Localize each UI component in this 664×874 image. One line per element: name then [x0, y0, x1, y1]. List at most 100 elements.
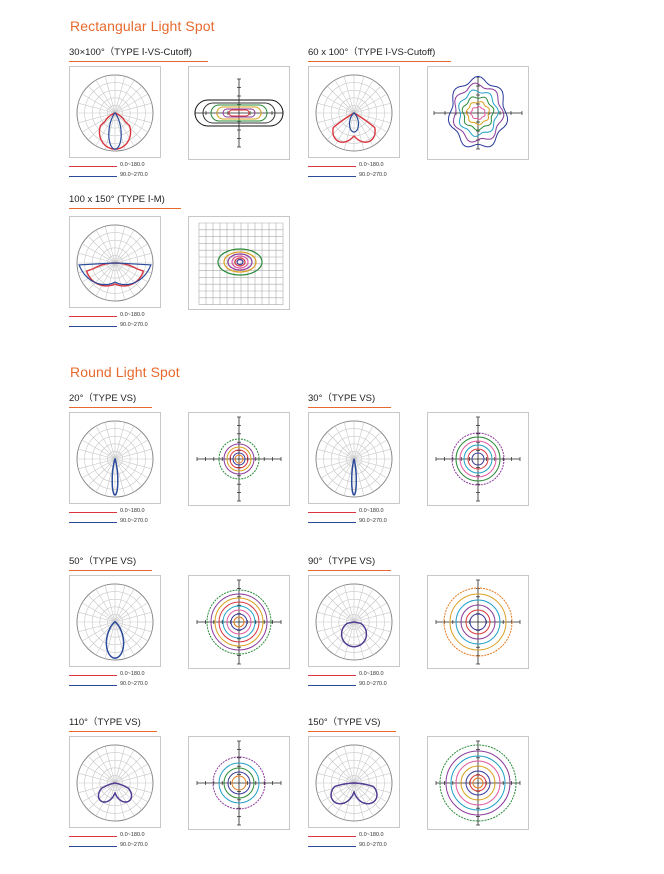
polar-curve-diagram	[76, 744, 154, 822]
legend: 0.0~180.0 90.0~270.0	[69, 832, 179, 852]
isolux-diagram	[196, 740, 282, 826]
iso-contour	[216, 106, 262, 120]
polar-grid-spoke	[353, 93, 388, 114]
curve-90-270	[351, 458, 357, 496]
polar-grid-spoke	[114, 458, 143, 487]
polar-grid-spoke	[114, 112, 126, 150]
legend-swatch	[308, 166, 356, 167]
polar-grid-spoke	[353, 782, 391, 794]
legend-text: 90.0~270.0	[359, 172, 387, 178]
polar-grid-spoke	[353, 621, 365, 659]
polar-grid-spoke	[353, 431, 382, 460]
legend-swatch	[69, 316, 117, 317]
polar-grid-spoke	[326, 431, 355, 460]
block-label: 90°（TYPE VS)	[308, 553, 392, 571]
iso-contour	[217, 248, 263, 276]
polar-grid-spoke	[114, 85, 143, 114]
isolux-diagram	[435, 579, 521, 665]
legend-text: 90.0~270.0	[359, 681, 387, 687]
polar-grid-spoke	[353, 755, 382, 784]
polar-grid-spoke	[317, 782, 355, 794]
polar-grid-spoke	[104, 112, 116, 150]
isolux-diagram	[433, 75, 523, 150]
legend-entry-0-180: 0.0~180.0	[69, 832, 179, 842]
polar-grid-spoke	[320, 763, 355, 784]
polar-grid-spoke	[114, 755, 143, 784]
polar-grid-spoke	[114, 243, 149, 264]
polar-grid-spoke	[78, 102, 116, 114]
polar-grid-spoke	[81, 243, 116, 264]
photometric-block: 90°（TYPE VS) 0.0~180.0 90.0~270.0	[308, 553, 548, 703]
polar-grid-spoke	[334, 749, 355, 784]
legend-swatch	[69, 176, 117, 177]
polar-grid-spoke	[114, 439, 149, 460]
legend-entry-90-270: 90.0~270.0	[69, 322, 179, 332]
legend-entry-90-270: 90.0~270.0	[69, 518, 179, 528]
polar-grid-spoke	[320, 782, 355, 803]
photometric-block: 30×100°（TYPE Ⅰ-VS-Cutoff) 0.0~180.0 90.0~2…	[69, 44, 309, 194]
polar-grid-spoke	[114, 458, 149, 479]
curve-90-270	[348, 112, 360, 133]
iso-contour	[450, 755, 506, 811]
photometric-block: 100 x 150° (TYPE Ⅰ-M) 0.0~180.0 90.0~270.0	[69, 194, 309, 344]
iso-contour	[451, 432, 505, 486]
iso-contour	[223, 767, 255, 799]
polar-grid-spoke	[114, 746, 126, 784]
polar-grid-spoke	[87, 755, 116, 784]
iso-contour	[465, 609, 491, 635]
polar-grid-spoke	[353, 448, 391, 460]
iso-contour	[206, 589, 272, 655]
iso-contour	[472, 777, 484, 789]
legend-entry-0-180: 0.0~180.0	[308, 671, 418, 681]
polar-grid-spoke	[353, 621, 382, 650]
polar-grid-spoke	[114, 76, 126, 114]
legend-entry-0-180: 0.0~180.0	[308, 162, 418, 172]
polar-grid-spoke	[334, 79, 355, 114]
polar-grid-spoke	[87, 594, 116, 623]
iso-contour	[463, 444, 493, 474]
polar-grid-spoke	[343, 782, 355, 820]
legend-entry-90-270: 90.0~270.0	[69, 172, 179, 182]
polar-curve-diagram	[76, 583, 154, 661]
polar-grid-spoke	[353, 746, 365, 784]
polar-grid-spoke	[114, 458, 135, 493]
polar-distribution-panel	[308, 412, 400, 504]
legend-swatch	[308, 512, 356, 513]
polar-grid-spoke	[95, 621, 116, 656]
polar-grid-spoke	[326, 594, 355, 623]
polar-grid-spoke	[353, 112, 382, 141]
iso-contour	[467, 448, 489, 470]
polar-grid-spoke	[114, 621, 126, 659]
polar-distribution-panel	[69, 216, 161, 308]
section-title-round: Round Light Spot	[70, 364, 180, 380]
polar-grid-spoke	[114, 229, 135, 264]
polar-grid-spoke	[317, 112, 355, 124]
iso-contour	[223, 443, 255, 475]
polar-grid-spoke	[320, 458, 355, 479]
polar-grid-spoke	[353, 458, 374, 493]
polar-grid-spoke	[114, 226, 126, 264]
iso-contour	[214, 597, 264, 647]
polar-grid-spoke	[104, 621, 116, 659]
polar-distribution-panel	[69, 412, 161, 504]
legend: 0.0~180.0 90.0~270.0	[69, 162, 179, 182]
polar-grid-spoke	[81, 763, 116, 784]
curve-90-270	[330, 782, 378, 805]
polar-grid-spoke	[114, 262, 126, 300]
legend-text: 0.0~180.0	[359, 671, 384, 677]
legend-swatch	[69, 675, 117, 676]
block-label: 20°（TYPE VS)	[69, 390, 153, 408]
polar-grid-spoke	[317, 772, 355, 784]
polar-grid-spoke	[334, 782, 355, 817]
isolux-panel	[188, 66, 290, 160]
polar-grid-spoke	[114, 782, 143, 811]
polar-grid-spoke	[353, 588, 374, 623]
iso-contour	[218, 762, 260, 804]
polar-curve-diagram	[76, 420, 154, 498]
iso-contour	[231, 255, 249, 269]
iso-contour	[223, 251, 257, 273]
legend-entry-90-270: 90.0~270.0	[69, 842, 179, 852]
polar-grid-spoke	[87, 85, 116, 114]
isolux-panel	[427, 575, 529, 669]
legend-text: 90.0~270.0	[120, 681, 148, 687]
